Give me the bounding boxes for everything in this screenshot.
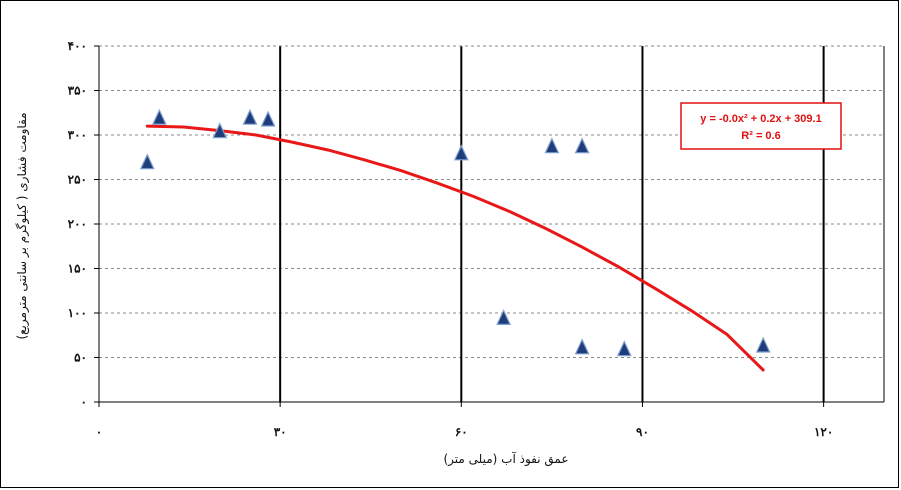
y-tick-label: ۰ bbox=[81, 395, 87, 409]
data-point-triangle bbox=[260, 110, 276, 127]
data-point-triangle bbox=[453, 144, 469, 161]
data-points bbox=[139, 108, 771, 357]
y-tick-label: ۳۵۰ bbox=[68, 84, 87, 98]
data-point-triangle bbox=[242, 108, 258, 125]
r-squared-text: R² = 0.6 bbox=[741, 130, 780, 142]
y-tick-labels: ۰ ۵۰ ۱۰۰ ۱۵۰ ۲۰۰ ۲۵۰ ۳۰۰ ۳۵۰ ۴۰۰ bbox=[68, 39, 87, 409]
data-point-triangle bbox=[574, 338, 590, 355]
y-tick-label: ۱۰۰ bbox=[68, 306, 87, 320]
data-point-triangle bbox=[544, 137, 560, 154]
data-point-triangle bbox=[574, 137, 590, 154]
x-gridlines bbox=[98, 46, 825, 407]
trendline bbox=[145, 124, 765, 372]
data-point-triangle bbox=[616, 340, 632, 357]
x-tick-label: ۳۰ bbox=[274, 425, 287, 439]
y-tick-label: ۱۵۰ bbox=[68, 262, 87, 276]
axes bbox=[98, 45, 885, 403]
data-point-triangle bbox=[212, 122, 228, 139]
data-point-triangle bbox=[139, 153, 155, 170]
trendline-path bbox=[145, 124, 765, 372]
y-tick-label: ۲۵۰ bbox=[68, 173, 87, 187]
x-axis-title: عمق نفوذ آب (میلی متر) bbox=[443, 451, 568, 467]
y-tick-label: ۳۰۰ bbox=[68, 128, 87, 142]
data-point-triangle bbox=[755, 336, 771, 353]
x-tick-label: ۶۰ bbox=[455, 425, 468, 439]
y-tick-label: ۲۰۰ bbox=[68, 217, 87, 231]
x-tick-label: ۱۲۰ bbox=[814, 425, 833, 439]
y-tick-label: ۵۰ bbox=[74, 351, 87, 365]
y-tick-label: ۴۰۰ bbox=[68, 39, 87, 53]
x-tick-label: ۹۰ bbox=[636, 425, 649, 439]
x-tick-label: ۰ bbox=[96, 425, 102, 439]
equation-text: y = -0.0x² + 0.2x + 309.1 bbox=[700, 113, 821, 125]
data-point-triangle bbox=[151, 108, 167, 125]
equation-box: y = -0.0x² + 0.2x + 309.1 R² = 0.6 bbox=[680, 102, 842, 150]
x-tick-labels: ۰ ۳۰ ۶۰ ۹۰ ۱۲۰ bbox=[96, 425, 834, 439]
data-point-triangle bbox=[496, 308, 512, 325]
y-axis-title: مقاومت فشاری ( کیلوگرم بر سانتی مترمربع) bbox=[15, 112, 30, 339]
